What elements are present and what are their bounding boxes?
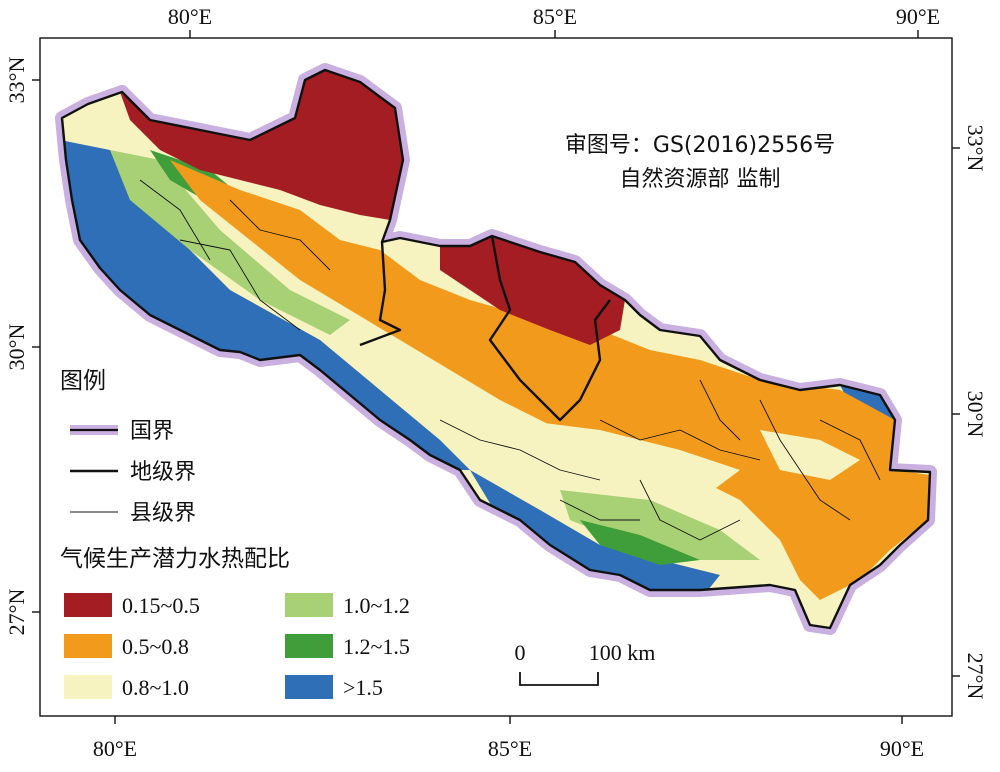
legend-swatch-6 <box>285 675 333 699</box>
legend-label-prefecture-border: 地级界 <box>130 460 196 485</box>
legend: 图例 国界 地级界 县级界 气候生产潜力水热配比 0.15~0.5 0.5~0.8… <box>60 368 410 700</box>
prefecture-boundaries <box>60 68 932 630</box>
legend-classes: 0.15~0.5 0.5~0.8 0.8~1.0 1.0~1.2 1.2~1.5 >1.5 <box>64 593 410 700</box>
zone-lightgreen-west <box>110 150 350 335</box>
top-tick-85e: 85°E <box>533 4 577 29</box>
zone-green-south <box>580 520 700 565</box>
bottom-axis <box>114 716 903 724</box>
legend-class-label-4: 1.0~1.2 <box>343 593 410 618</box>
legend-class-label-1: 0.15~0.5 <box>122 593 200 618</box>
zone-darkred-central <box>440 236 625 345</box>
legend-class-label-3: 0.8~1.0 <box>122 675 189 700</box>
legend-class-label-5: 1.2~1.5 <box>343 634 410 659</box>
top-axis <box>189 30 919 38</box>
zone-orange-north <box>170 160 930 600</box>
legend-swatch-1 <box>64 593 112 617</box>
legend-label-national-border: 国界 <box>130 419 174 444</box>
legend-swatch-3 <box>64 675 112 699</box>
left-axis <box>32 79 40 613</box>
legend-classes-title: 气候生产潜力水热配比 <box>60 546 290 572</box>
right-tick-27n: 27°N <box>963 653 988 700</box>
zone-pale-east <box>760 430 860 480</box>
legend-swatch-4 <box>285 593 333 617</box>
scale-bar-end: 100 km <box>589 640 656 665</box>
top-tick-80e: 80°E <box>168 4 212 29</box>
map-approval-authority: 自然资源部 监制 <box>620 167 781 192</box>
scale-bar-line <box>519 672 599 686</box>
zone-pale-central <box>520 420 740 500</box>
bottom-tick-85e: 85°E <box>488 736 532 761</box>
bottom-tick-80e: 80°E <box>93 736 137 761</box>
right-tick-30n: 30°N <box>963 391 988 438</box>
zone-blue-southeast <box>470 470 720 600</box>
legend-label-county-border: 县级界 <box>130 501 196 526</box>
left-tick-30n: 30°N <box>4 324 29 371</box>
legend-swatch-5 <box>285 634 333 658</box>
county-boundaries <box>139 179 881 541</box>
bottom-tick-90e: 90°E <box>880 736 924 761</box>
legend-swatch-2 <box>64 634 112 658</box>
zone-lightgreen-south <box>560 490 760 560</box>
zone-darkred-north <box>120 70 403 220</box>
right-tick-33n: 33°N <box>963 125 988 172</box>
scale-bar: 0 100 km <box>515 640 656 686</box>
legend-title: 图例 <box>60 368 106 394</box>
right-axis <box>952 147 960 677</box>
left-tick-27n: 27°N <box>4 589 29 636</box>
legend-class-label-2: 0.5~0.8 <box>122 634 189 659</box>
map-approval-number: 审图号：GS(2016)2556号 <box>565 133 835 158</box>
legend-class-label-6: >1.5 <box>343 675 383 700</box>
top-tick-90e: 90°E <box>896 4 940 29</box>
left-tick-33n: 33°N <box>4 57 29 104</box>
scale-bar-zero: 0 <box>515 640 526 665</box>
